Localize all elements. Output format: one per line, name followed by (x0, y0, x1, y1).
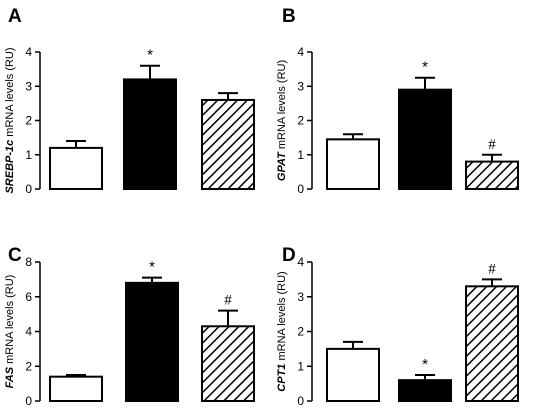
y-axis-label-unit: mRNA levels (RU) (276, 271, 288, 363)
bar (326, 138, 380, 190)
y-axis-label-gene: CPT1 (276, 364, 288, 392)
y-tick-label: 2 (25, 359, 32, 373)
y-tick-label: 0 (297, 182, 304, 196)
y-axis-label: GPAT mRNA levels (RU) (276, 60, 288, 181)
bar (465, 160, 519, 191)
y-tick-label: 2 (297, 114, 304, 128)
y-axis-label: CPT1 mRNA levels (RU) (276, 271, 288, 391)
panel-letter: C (8, 245, 22, 266)
y-tick-label: 2 (25, 114, 32, 128)
y-axis-label-gene: SREBP-1c (4, 140, 16, 194)
y-axis-label-gene: FAS (4, 366, 16, 388)
bar (398, 88, 452, 190)
panel-letter: A (8, 6, 22, 27)
y-tick-label: 1 (297, 359, 304, 373)
y-axis-label: SREBP-1c mRNA levels (RU) (4, 47, 16, 193)
y-tick-label: 6 (25, 290, 32, 304)
significance-marker: * (149, 259, 155, 276)
significance-marker: # (488, 137, 496, 153)
panel-b: B 0 1 2 3 4 GPAT mRNA levels (RU) * # (276, 6, 519, 196)
y-tick-label: 4 (297, 255, 304, 269)
bar (125, 281, 179, 403)
y-axis-label: FAS mRNA levels (RU) (4, 275, 16, 389)
y-tick-label: 0 (25, 394, 32, 408)
y-tick-label: 4 (25, 45, 32, 59)
panel-letter: B (282, 6, 296, 27)
y-axis-label-unit: mRNA levels (RU) (4, 47, 16, 139)
y-axis-label-gene: GPAT (276, 151, 288, 181)
y-tick-label: 2 (297, 325, 304, 339)
y-tick-label: 0 (297, 394, 304, 408)
bar (201, 325, 255, 403)
panel-a: A 0 1 2 3 4 SREBP-1c mRNA levels (RU) * (4, 6, 255, 196)
bar (398, 379, 452, 402)
significance-marker: * (422, 59, 428, 76)
panel-c: C 0 2 4 6 8 FAS mRNA levels (RU) * # (4, 245, 255, 408)
y-axis-label-unit: mRNA levels (RU) (4, 275, 16, 367)
bar (49, 375, 103, 402)
significance-marker: * (147, 47, 153, 64)
panel-d: D 0 1 2 3 4 CPT1 mRNA levels (RU) * # (276, 245, 519, 408)
bar (201, 98, 255, 190)
significance-marker: # (224, 293, 232, 309)
y-tick-label: 3 (297, 290, 304, 304)
significance-marker: * (422, 356, 428, 373)
bar (326, 347, 380, 402)
y-tick-label: 3 (297, 79, 304, 93)
bar (123, 78, 177, 190)
y-tick-label: 1 (297, 148, 304, 162)
y-tick-label: 4 (297, 45, 304, 59)
y-tick-label: 8 (25, 255, 32, 269)
panel-letter: D (282, 245, 296, 266)
bar (49, 146, 103, 190)
y-axis-label-unit: mRNA levels (RU) (276, 60, 288, 152)
y-tick-label: 4 (25, 325, 32, 339)
y-tick-label: 0 (25, 182, 32, 196)
y-tick-label: 1 (25, 148, 32, 162)
bar (465, 285, 519, 403)
y-tick-label: 3 (25, 79, 32, 93)
significance-marker: # (488, 261, 496, 277)
